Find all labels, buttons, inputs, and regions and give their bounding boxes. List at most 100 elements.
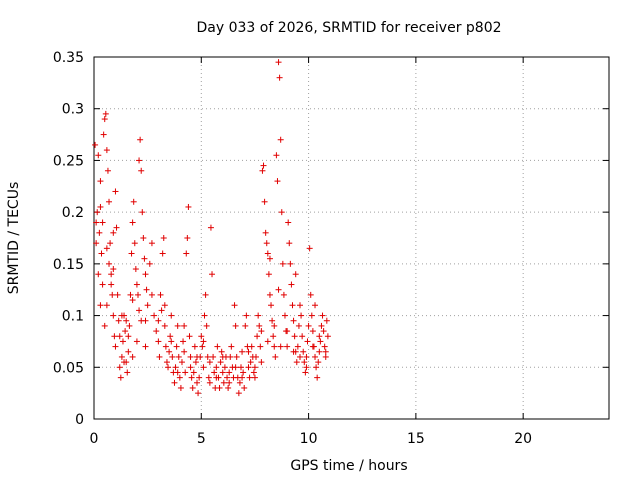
data-point — [148, 291, 155, 298]
data-point — [97, 302, 104, 309]
data-point — [133, 281, 140, 288]
data-point — [308, 312, 315, 319]
data-point — [284, 328, 291, 335]
data-point — [172, 364, 179, 371]
data-point — [131, 240, 138, 247]
data-point — [97, 178, 104, 185]
data-point — [264, 250, 271, 257]
data-point — [299, 333, 306, 340]
data-point — [251, 374, 258, 381]
data-point — [136, 157, 143, 164]
data-point — [207, 224, 214, 231]
data-point — [199, 343, 206, 350]
data-point — [174, 369, 181, 376]
data-point — [95, 271, 102, 278]
data-point — [134, 291, 141, 298]
data-point — [294, 343, 301, 350]
data-point — [319, 312, 326, 319]
data-point — [293, 359, 300, 366]
data-point — [239, 374, 246, 381]
data-point — [194, 379, 200, 386]
data-point — [186, 333, 193, 340]
data-point — [110, 312, 117, 319]
data-point — [182, 369, 189, 376]
data-point — [245, 364, 252, 371]
y-axis-label: SRMTID / TECUs — [6, 182, 22, 295]
data-point — [99, 281, 106, 288]
data-point — [218, 348, 225, 355]
data-point — [173, 343, 180, 350]
data-point — [239, 348, 246, 355]
data-point — [133, 338, 140, 345]
data-point — [98, 250, 105, 257]
data-point — [192, 359, 199, 366]
data-point — [279, 260, 286, 267]
data-point — [107, 240, 114, 247]
data-point — [99, 219, 106, 226]
data-points — [92, 59, 331, 397]
data-point — [159, 250, 166, 257]
data-point — [109, 291, 116, 298]
data-point — [190, 369, 197, 376]
data-point — [233, 353, 240, 360]
data-point — [312, 302, 319, 309]
data-point — [237, 364, 244, 371]
data-point — [130, 198, 137, 205]
x-axis-label: GPS time / hours — [290, 458, 407, 474]
data-point — [304, 338, 311, 345]
data-point — [140, 235, 147, 241]
data-point — [236, 379, 243, 386]
data-point — [232, 364, 239, 371]
data-point — [168, 312, 175, 319]
x-tick-label: 15 — [407, 431, 425, 447]
data-point — [314, 374, 321, 381]
data-point — [317, 338, 324, 345]
data-point — [204, 353, 211, 360]
data-point — [195, 390, 202, 397]
data-point — [175, 353, 182, 360]
data-point — [285, 219, 292, 226]
data-point — [309, 343, 316, 350]
data-point — [209, 271, 216, 278]
data-point — [119, 338, 126, 345]
data-point — [211, 369, 218, 376]
data-point — [106, 198, 113, 205]
data-point — [232, 322, 239, 329]
data-point — [142, 271, 149, 278]
data-point — [254, 333, 261, 340]
data-point — [136, 307, 143, 314]
data-point — [305, 322, 312, 329]
data-point — [231, 302, 238, 309]
data-point — [187, 353, 194, 360]
data-point — [148, 240, 155, 247]
data-point — [112, 343, 119, 350]
data-point — [297, 302, 303, 309]
y-tick-label: 0.25 — [53, 153, 84, 169]
data-point — [277, 136, 284, 143]
data-point — [161, 322, 168, 329]
data-point — [143, 286, 150, 293]
data-point — [198, 333, 205, 340]
data-point — [302, 369, 309, 376]
data-point — [273, 152, 280, 159]
data-point — [177, 384, 184, 391]
data-point — [118, 312, 125, 319]
data-point — [162, 343, 169, 350]
data-point — [121, 359, 128, 366]
data-point — [281, 312, 288, 319]
data-point — [184, 235, 191, 241]
data-point — [248, 343, 255, 350]
data-point — [323, 317, 330, 324]
data-point — [271, 322, 278, 329]
data-point — [217, 359, 224, 366]
data-point — [224, 374, 231, 381]
data-point — [306, 245, 313, 252]
data-point — [300, 348, 307, 355]
data-point — [103, 302, 110, 309]
data-point — [313, 364, 320, 371]
data-point — [256, 322, 263, 329]
data-point — [307, 291, 314, 298]
data-point — [113, 224, 120, 231]
data-point — [259, 167, 266, 174]
